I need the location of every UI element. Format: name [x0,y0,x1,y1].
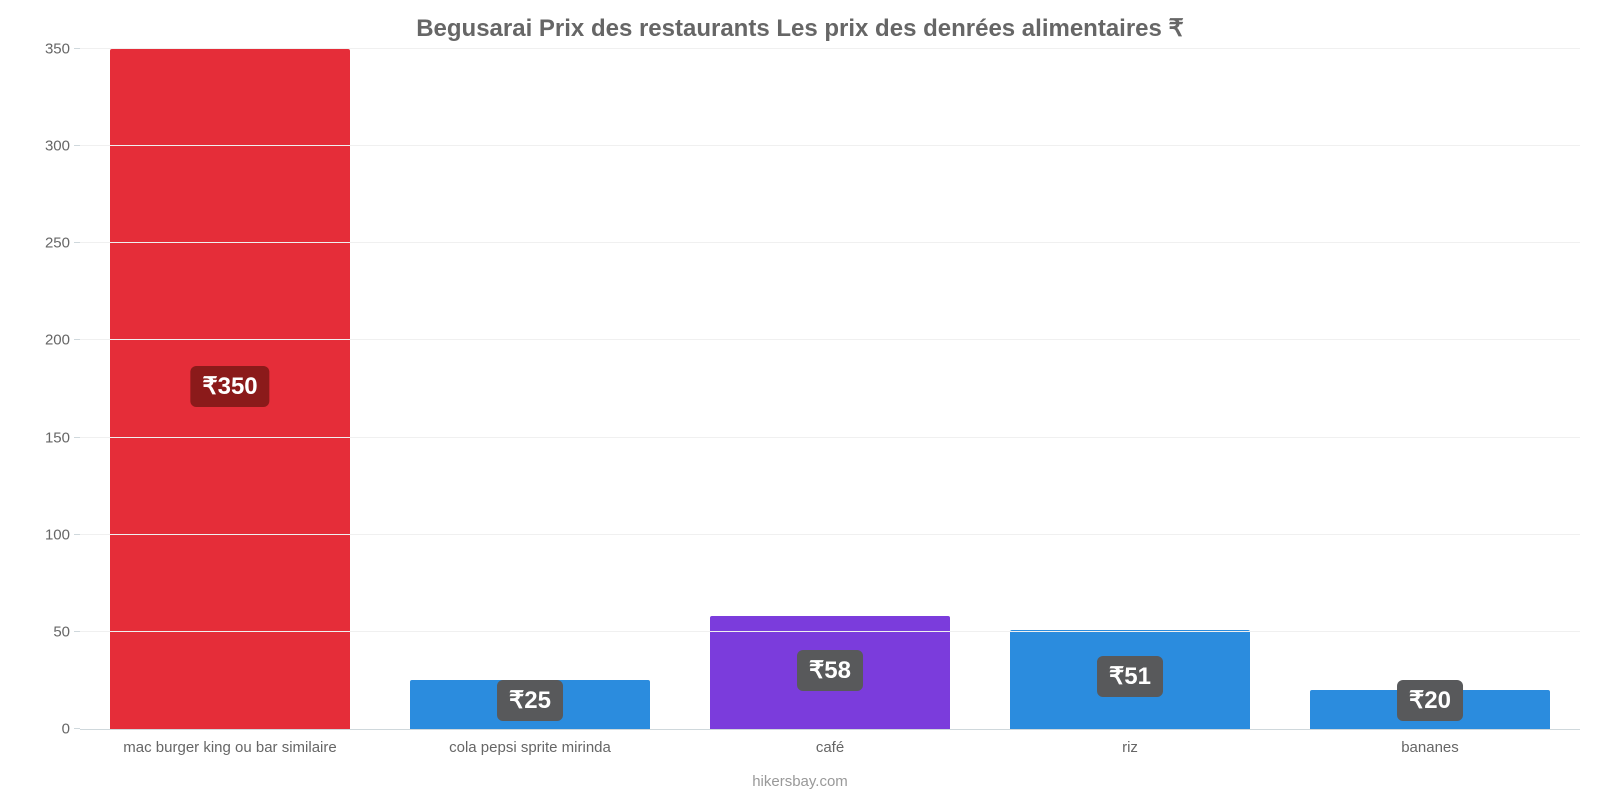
grid-line [80,339,1580,340]
chart-title: Begusarai Prix des restaurants Les prix … [0,14,1600,43]
x-axis-category-label: café [816,739,844,756]
grid-line [80,534,1580,535]
y-axis-tick-label: 100 [45,526,80,543]
chart-credit: hikersbay.com [0,773,1600,790]
y-axis-tick-label: 250 [45,235,80,252]
grid-line [80,145,1580,146]
value-badge: ₹20 [1397,680,1463,721]
y-axis-tick-label: 50 [53,623,80,640]
grid-line [80,631,1580,632]
value-badge: ₹58 [797,650,863,691]
x-axis-category-label: bananes [1401,739,1459,756]
value-badge: ₹51 [1097,656,1163,697]
y-axis-tick-label: 0 [62,721,80,738]
value-badge: ₹25 [497,680,563,721]
y-axis-tick-label: 350 [45,41,80,58]
y-axis-tick-label: 300 [45,138,80,155]
grid-line [80,48,1580,49]
y-axis-tick-label: 150 [45,429,80,446]
chart-container: Begusarai Prix des restaurants Les prix … [0,0,1600,800]
plot-area: ₹350₹25₹58₹51₹20 050100150200250300350ma… [80,50,1580,730]
grid-line [80,242,1580,243]
x-axis-category-label: cola pepsi sprite mirinda [449,739,611,756]
y-axis-tick-label: 200 [45,332,80,349]
value-badge: ₹350 [190,366,269,407]
bars-layer: ₹350 ₹25 ₹58 ₹51 ₹20 [80,50,1580,729]
grid-line [80,437,1580,438]
x-axis-category-label: riz [1122,739,1138,756]
x-axis-category-label: mac burger king ou bar similaire [123,739,336,756]
